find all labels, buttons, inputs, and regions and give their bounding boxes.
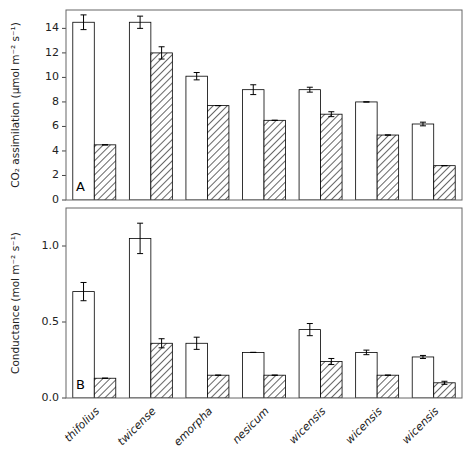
- error-bar: [194, 337, 200, 349]
- panel: 0.0 0.5 1.0 Conductance (mol m⁻² s⁻¹) thifol…: [9, 208, 462, 449]
- error-bar: [385, 135, 391, 136]
- error-bar: [363, 101, 369, 102]
- error-bar: [328, 112, 334, 117]
- plot-frame: [66, 208, 462, 398]
- y-tick-label: 6: [52, 119, 59, 132]
- y-tick: [62, 398, 66, 399]
- bar: [377, 135, 398, 200]
- error-bar: [159, 339, 165, 348]
- y-tick: [62, 150, 66, 151]
- bar: [151, 343, 172, 398]
- error-bar: [328, 358, 334, 364]
- y-tick: [62, 175, 66, 176]
- bar: [321, 362, 342, 398]
- y-tick: [62, 28, 66, 29]
- x-tick-label: nesicum: [230, 405, 272, 447]
- y-tick: [62, 246, 66, 247]
- error-bar: [441, 381, 447, 384]
- error-bar: [441, 165, 447, 166]
- y-tick-label: 10: [45, 70, 59, 83]
- error-bar: [159, 47, 165, 59]
- bar: [73, 22, 94, 200]
- bar: [434, 383, 455, 398]
- bar: [412, 357, 433, 398]
- y-tick-label: 0.5: [42, 315, 60, 328]
- error-bar: [420, 355, 426, 358]
- plot-frame: [66, 10, 462, 200]
- panel: 0 2 4 6 8 10 12 14 CO₂ assimilation (μmol m⁻² s⁻…: [9, 10, 462, 206]
- bar: [377, 375, 398, 398]
- panel-label: A: [76, 179, 85, 194]
- bar: [321, 114, 342, 200]
- bar: [207, 375, 228, 398]
- y-tick-label: 12: [45, 46, 59, 59]
- x-tick-label: wicensis: [286, 404, 328, 446]
- error-bar: [102, 144, 108, 145]
- y-tick: [62, 126, 66, 127]
- bar: [129, 238, 150, 398]
- y-tick-label: 0.0: [42, 391, 60, 404]
- bar: [299, 330, 320, 398]
- bar: [412, 124, 433, 200]
- x-tick-label: wicensis: [343, 404, 385, 446]
- y-tick-label: 0: [52, 193, 59, 206]
- bar: [356, 352, 377, 398]
- y-tick: [62, 200, 66, 201]
- bar: [151, 53, 172, 200]
- error-bar: [272, 120, 278, 121]
- marks: [73, 223, 455, 398]
- bar: [186, 343, 207, 398]
- bar: [243, 352, 264, 398]
- error-bar: [137, 223, 143, 253]
- error-bar: [81, 282, 87, 300]
- bar: [186, 76, 207, 200]
- y-tick: [62, 322, 66, 323]
- y-tick-label: 4: [52, 144, 59, 157]
- y-axis-label: Conductance (mol m⁻² s⁻¹): [9, 232, 21, 374]
- error-bar: [272, 375, 278, 376]
- error-bar: [215, 375, 221, 376]
- error-bar: [215, 105, 221, 106]
- error-bar: [307, 87, 313, 92]
- bar: [434, 166, 455, 200]
- y-tick: [62, 101, 66, 102]
- y-tick-label: 1.0: [42, 239, 60, 252]
- error-bar: [81, 15, 87, 30]
- error-bar: [363, 350, 369, 355]
- x-tick-label: wicensis: [400, 404, 442, 446]
- y-tick: [62, 77, 66, 78]
- error-bar: [307, 324, 313, 336]
- bar: [94, 378, 115, 398]
- bar: [243, 90, 264, 200]
- chart-root: 0 2 4 6 8 10 12 14 CO₂ assimilation (μmol m⁻² s⁻…: [0, 0, 474, 474]
- y-axis-label: CO₂ assimilation (μmol m⁻² s⁻¹): [9, 22, 21, 188]
- y-tick-label: 8: [52, 95, 59, 108]
- y-tick-label: 2: [52, 168, 59, 181]
- bar: [264, 120, 285, 200]
- error-bar: [385, 375, 391, 376]
- error-bar: [137, 16, 143, 28]
- y-tick: [62, 52, 66, 53]
- error-bar: [250, 352, 256, 353]
- bar: [207, 106, 228, 200]
- error-bar: [420, 122, 426, 126]
- bar: [94, 145, 115, 200]
- marks: [73, 15, 455, 200]
- error-bar: [102, 378, 108, 379]
- error-bar: [194, 73, 200, 80]
- bar: [129, 22, 150, 200]
- bar: [73, 292, 94, 398]
- error-bar: [250, 85, 256, 95]
- bar: [356, 102, 377, 200]
- x-tick-label: twicense: [115, 404, 159, 448]
- bar: [264, 375, 285, 398]
- x-tick-label: thifolius: [62, 404, 102, 444]
- panel-label: B: [76, 377, 85, 392]
- x-tick-label: emorpha: [171, 404, 215, 448]
- y-tick-label: 14: [45, 21, 59, 34]
- bar: [299, 90, 320, 200]
